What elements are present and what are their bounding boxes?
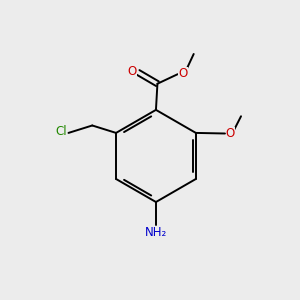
Text: O: O	[226, 127, 235, 140]
Text: O: O	[128, 65, 137, 78]
Text: O: O	[178, 67, 188, 80]
Text: NH₂: NH₂	[145, 226, 167, 239]
Text: Cl: Cl	[55, 125, 67, 138]
